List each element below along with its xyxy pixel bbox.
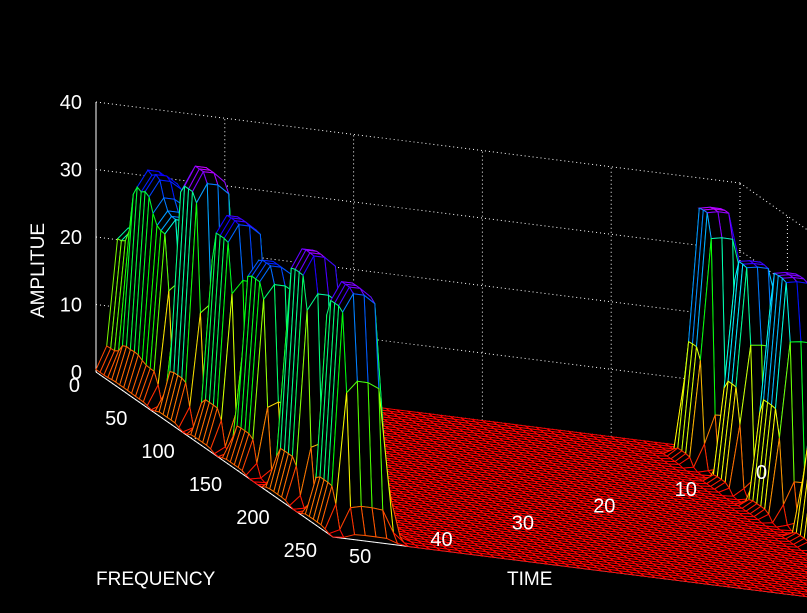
z-tick-label: 40 [60, 92, 82, 114]
x-tick-label: 50 [349, 546, 371, 568]
y-tick-label: 150 [189, 474, 222, 496]
surface-mesh [95, 165, 807, 598]
surface-cell [327, 529, 345, 538]
x-tick-label: 30 [512, 512, 534, 534]
z-axis-label: AMPLITUE [28, 223, 49, 318]
surface-cell [803, 512, 807, 542]
z-tick-label: 0 [71, 362, 82, 384]
y-tick-label: 50 [105, 408, 127, 430]
y-axis-label: FREQUENCY [96, 569, 216, 590]
x-tick-label: 20 [593, 496, 615, 518]
z-grid-line [95, 101, 741, 184]
z-tick-label: 10 [60, 295, 82, 317]
y-tick-label: 250 [284, 540, 317, 562]
y-tick-label: 0 [69, 375, 80, 397]
x-axis-label: TIME [507, 569, 552, 590]
z-grid-line [739, 182, 807, 231]
x-tick-label: 0 [756, 462, 767, 484]
z-tick-label: 30 [60, 160, 82, 182]
tick-labels: 0 10 20 30 40 0 50 100 150 200 250 0 10 20 30 40 50 [60, 92, 767, 568]
y-tick-label: 200 [236, 507, 269, 529]
z-tick-label: 20 [60, 227, 82, 249]
y-tick-label: 100 [141, 441, 174, 463]
x-tick-label: 40 [430, 529, 452, 551]
x-tick-label: 10 [675, 479, 697, 501]
